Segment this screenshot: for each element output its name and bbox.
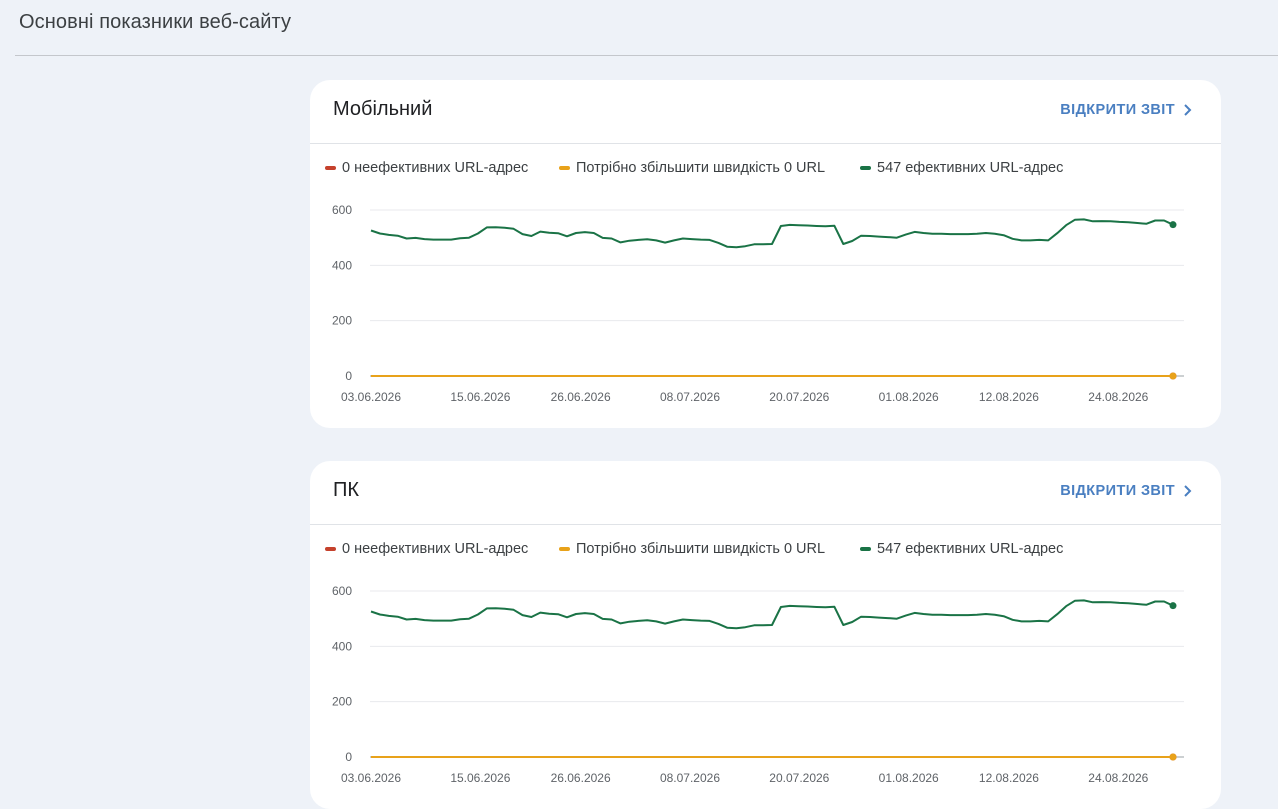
x-tick-label: 15.06.2026 (450, 771, 510, 785)
open-report-label: ВІДКРИТИ ЗВІТ (1060, 102, 1175, 118)
series-endpoint (1169, 221, 1177, 229)
legend-swatch-needs-improvement (559, 547, 570, 551)
y-tick-label: 600 (332, 584, 352, 598)
x-tick-label: 08.07.2026 (660, 390, 720, 404)
x-tick-label: 24.08.2026 (1088, 390, 1148, 404)
series-line (370, 218, 1174, 249)
y-tick-label: 200 (332, 314, 352, 328)
x-tick-label: 01.08.2026 (879, 771, 939, 785)
y-tick-label: 0 (345, 369, 352, 383)
legend-swatch-poor (325, 166, 336, 170)
open-report-label: ВІДКРИТИ ЗВІТ (1060, 483, 1175, 499)
chevron-right-icon (1184, 104, 1192, 116)
y-tick-label: 0 (345, 750, 352, 764)
legend-label-poor: 0 неефективних URL-адрес (342, 160, 529, 176)
card-title: Мобільний (333, 98, 433, 120)
series-endpoint (1169, 372, 1177, 380)
x-tick-label: 20.07.2026 (769, 771, 829, 785)
legend-label-needs-improvement: Потрібно збільшити швидкість 0 URL (576, 541, 826, 557)
page-header: Основні показники веб-сайту (0, 0, 1278, 55)
y-tick-label: 400 (332, 258, 352, 272)
open-report-button[interactable]: ВІДКРИТИ ЗВІТ (1060, 102, 1194, 118)
legend-label-good: 547 ефективних URL-адрес (877, 160, 1064, 176)
card-title: ПК (333, 479, 360, 501)
legend-swatch-needs-improvement (559, 166, 570, 170)
x-tick-label: 15.06.2026 (450, 390, 510, 404)
legend-item-needs-improvement[interactable]: Потрібно збільшити швидкість 0 URL (559, 541, 825, 557)
x-tick-label: 03.06.2026 (341, 771, 401, 785)
y-tick-label: 200 (332, 695, 352, 709)
legend-item-poor[interactable]: 0 неефективних URL-адрес (325, 160, 528, 176)
legend-swatch-poor (325, 547, 336, 551)
legend-item-needs-improvement[interactable]: Потрібно збільшити швидкість 0 URL (559, 160, 825, 176)
y-tick-label: 400 (332, 639, 352, 653)
legend-label-poor: 0 неефективних URL-адрес (342, 541, 529, 557)
card-mobile: Мобільний ВІДКРИТИ ЗВІТ 0 неефективних U… (310, 80, 1221, 428)
x-tick-label: 03.06.2026 (341, 390, 401, 404)
y-tick-label: 600 (332, 203, 352, 217)
legend-item-poor[interactable]: 0 неефективних URL-адрес (325, 541, 528, 557)
chart-desktop: 0 200 400 600 03.06.2026 15.06.2026 26.06.2026… (332, 584, 1184, 785)
page-title: Основні показники веб-сайту (19, 11, 292, 33)
open-report-button[interactable]: ВІДКРИТИ ЗВІТ (1060, 483, 1194, 499)
chart-mobile: 0 200 400 600 03.06.2026 15.06.2026 26.06.2026… (332, 203, 1184, 404)
series-endpoint (1169, 753, 1177, 761)
legend-item-good[interactable]: 547 ефективних URL-адрес (860, 160, 1063, 176)
series-line (370, 599, 1174, 630)
x-tick-label: 12.08.2026 (979, 771, 1039, 785)
x-tick-label: 01.08.2026 (879, 390, 939, 404)
x-tick-label: 20.07.2026 (769, 390, 829, 404)
card-divider (310, 524, 1221, 525)
card-divider (310, 143, 1221, 144)
legend-label-good: 547 ефективних URL-адрес (877, 541, 1064, 557)
x-tick-label: 24.08.2026 (1088, 771, 1148, 785)
legend-label-needs-improvement: Потрібно збільшити швидкість 0 URL (576, 160, 826, 176)
legend-item-good[interactable]: 547 ефективних URL-адрес (860, 541, 1063, 557)
header-divider (15, 55, 1278, 56)
series-endpoint (1169, 602, 1177, 610)
legend-swatch-good (860, 166, 871, 170)
x-tick-label: 12.08.2026 (979, 390, 1039, 404)
x-tick-label: 26.06.2026 (551, 390, 611, 404)
x-tick-label: 08.07.2026 (660, 771, 720, 785)
legend-swatch-good (860, 547, 871, 551)
x-tick-label: 26.06.2026 (551, 771, 611, 785)
chevron-right-icon (1184, 485, 1192, 497)
card-desktop: ПК ВІДКРИТИ ЗВІТ 0 неефективних URL-адре… (310, 461, 1221, 809)
